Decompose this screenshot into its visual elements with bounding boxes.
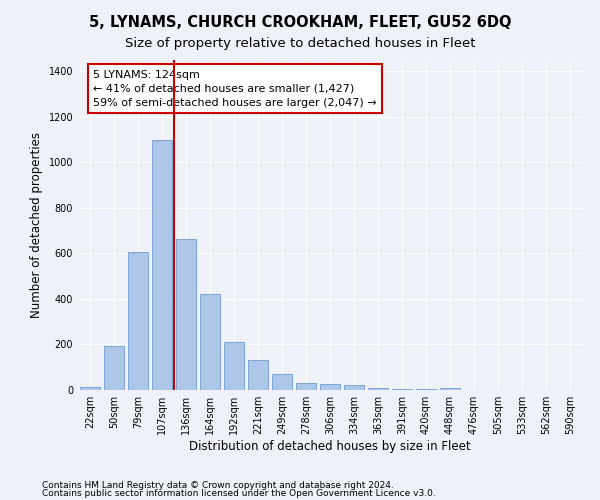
Bar <box>104 346 124 390</box>
Bar <box>248 360 268 390</box>
Bar <box>224 342 244 390</box>
Bar <box>152 140 172 390</box>
Bar <box>272 374 292 390</box>
X-axis label: Distribution of detached houses by size in Fleet: Distribution of detached houses by size … <box>189 440 471 453</box>
Bar <box>440 388 460 390</box>
Text: Contains HM Land Registry data © Crown copyright and database right 2024.: Contains HM Land Registry data © Crown c… <box>42 480 394 490</box>
Text: 5, LYNAMS, CHURCH CROOKHAM, FLEET, GU52 6DQ: 5, LYNAMS, CHURCH CROOKHAM, FLEET, GU52 … <box>89 15 511 30</box>
Y-axis label: Number of detached properties: Number of detached properties <box>30 132 43 318</box>
Text: Size of property relative to detached houses in Fleet: Size of property relative to detached ho… <box>125 38 475 51</box>
Bar <box>296 383 316 390</box>
Bar <box>176 238 196 390</box>
Bar <box>392 389 412 390</box>
Bar <box>320 384 340 390</box>
Text: 5 LYNAMS: 124sqm
← 41% of detached houses are smaller (1,427)
59% of semi-detach: 5 LYNAMS: 124sqm ← 41% of detached house… <box>93 70 377 108</box>
Bar <box>128 252 148 390</box>
Text: Contains public sector information licensed under the Open Government Licence v3: Contains public sector information licen… <box>42 489 436 498</box>
Bar <box>80 386 100 390</box>
Bar <box>200 294 220 390</box>
Bar <box>368 388 388 390</box>
Bar <box>344 385 364 390</box>
